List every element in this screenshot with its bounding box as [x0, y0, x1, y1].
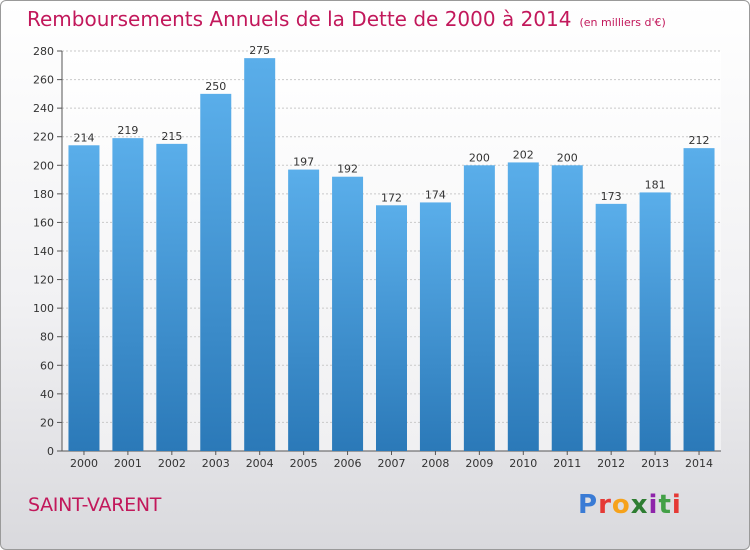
x-tick-label: 2010	[509, 457, 537, 470]
y-tick-label: 40	[40, 388, 54, 401]
data-label: 200	[557, 151, 578, 164]
x-tick-label: 2004	[246, 457, 274, 470]
logo-letter: i	[671, 490, 682, 520]
title-text: Remboursements Annuels de la Dette de 20…	[27, 7, 572, 31]
y-tick-label: 20	[40, 416, 54, 429]
y-tick-label: 120	[33, 274, 54, 287]
y-tick-label: 180	[33, 188, 54, 201]
bar	[595, 203, 627, 451]
x-tick-label: 2007	[378, 457, 406, 470]
data-label: 214	[73, 131, 94, 144]
data-label: 192	[337, 163, 358, 176]
y-tick-label: 80	[40, 331, 54, 344]
x-tick-label: 2009	[465, 457, 493, 470]
y-tick-label: 0	[47, 445, 54, 458]
bar	[551, 165, 583, 452]
bar	[463, 165, 495, 452]
x-tick-label: 2000	[70, 457, 98, 470]
chart-title: Remboursements Annuels de la Dette de 20…	[27, 7, 666, 31]
data-label: 181	[645, 178, 666, 191]
data-label: 197	[293, 156, 314, 169]
logo-letter: r	[598, 490, 612, 520]
data-label: 275	[249, 44, 270, 57]
x-tick-label: 2012	[597, 457, 625, 470]
data-label: 174	[425, 188, 446, 201]
bar	[507, 162, 539, 451]
x-tick-label: 2001	[114, 457, 142, 470]
bar	[683, 148, 715, 451]
data-label: 219	[117, 124, 138, 137]
logo-letter: P	[578, 490, 599, 520]
data-label: 172	[381, 191, 402, 204]
logo-letter: o	[611, 490, 631, 520]
commune-name: SAINT-VARENT	[28, 494, 162, 516]
bar	[639, 192, 671, 451]
proxiti-logo: Proxiti	[578, 490, 682, 520]
y-tick-label: 160	[33, 216, 54, 229]
x-tick-label: 2014	[685, 457, 713, 470]
y-tick-label: 280	[33, 45, 54, 58]
y-tick-label: 260	[33, 74, 54, 87]
bar	[156, 143, 188, 451]
data-label: 250	[205, 80, 226, 93]
bar	[288, 169, 320, 452]
x-tick-label: 2011	[553, 457, 581, 470]
bar	[68, 145, 100, 452]
logo-letter: t	[658, 490, 672, 520]
bar	[332, 176, 364, 451]
x-tick-label: 2002	[158, 457, 186, 470]
y-tick-label: 60	[40, 359, 54, 372]
x-tick-label: 2006	[334, 457, 362, 470]
title-unit: (en milliers d'€)	[579, 16, 666, 29]
y-tick-label: 240	[33, 102, 54, 115]
bar	[200, 93, 232, 451]
data-label: 173	[601, 190, 622, 203]
x-tick-label: 2005	[290, 457, 318, 470]
data-label: 215	[161, 130, 182, 143]
y-tick-label: 100	[33, 302, 54, 315]
bar	[376, 205, 407, 451]
x-tick-label: 2003	[202, 457, 230, 470]
data-label: 202	[513, 148, 534, 161]
bar	[112, 138, 144, 451]
x-tick-label: 2013	[641, 457, 669, 470]
y-tick-label: 140	[33, 245, 54, 258]
data-label: 200	[469, 151, 490, 164]
logo-letter: i	[648, 490, 659, 520]
logo-letter: x	[630, 490, 649, 520]
x-tick-label: 2008	[421, 457, 449, 470]
y-tick-label: 200	[33, 159, 54, 172]
data-label: 212	[689, 134, 710, 147]
y-tick-label: 220	[33, 131, 54, 144]
bar	[244, 58, 276, 452]
bar	[419, 202, 451, 451]
